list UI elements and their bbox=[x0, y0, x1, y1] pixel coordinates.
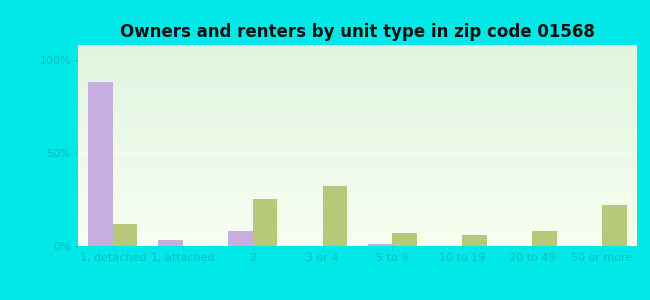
Bar bbox=[322, 186, 347, 246]
Bar bbox=[253, 200, 277, 246]
Bar bbox=[532, 231, 556, 246]
Bar bbox=[113, 224, 137, 246]
Bar bbox=[88, 82, 113, 246]
Title: Owners and renters by unit type in zip code 01568: Owners and renters by unit type in zip c… bbox=[120, 23, 595, 41]
Bar bbox=[228, 231, 253, 246]
Bar bbox=[393, 233, 417, 246]
Bar bbox=[368, 244, 393, 246]
Bar bbox=[159, 240, 183, 246]
Bar bbox=[602, 205, 627, 246]
Bar bbox=[462, 235, 487, 246]
